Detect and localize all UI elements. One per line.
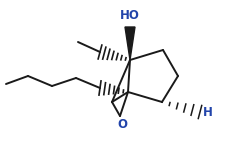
Text: H: H [203, 105, 213, 119]
Text: HO: HO [120, 9, 140, 22]
Text: O: O [117, 119, 127, 132]
Polygon shape [125, 27, 135, 60]
